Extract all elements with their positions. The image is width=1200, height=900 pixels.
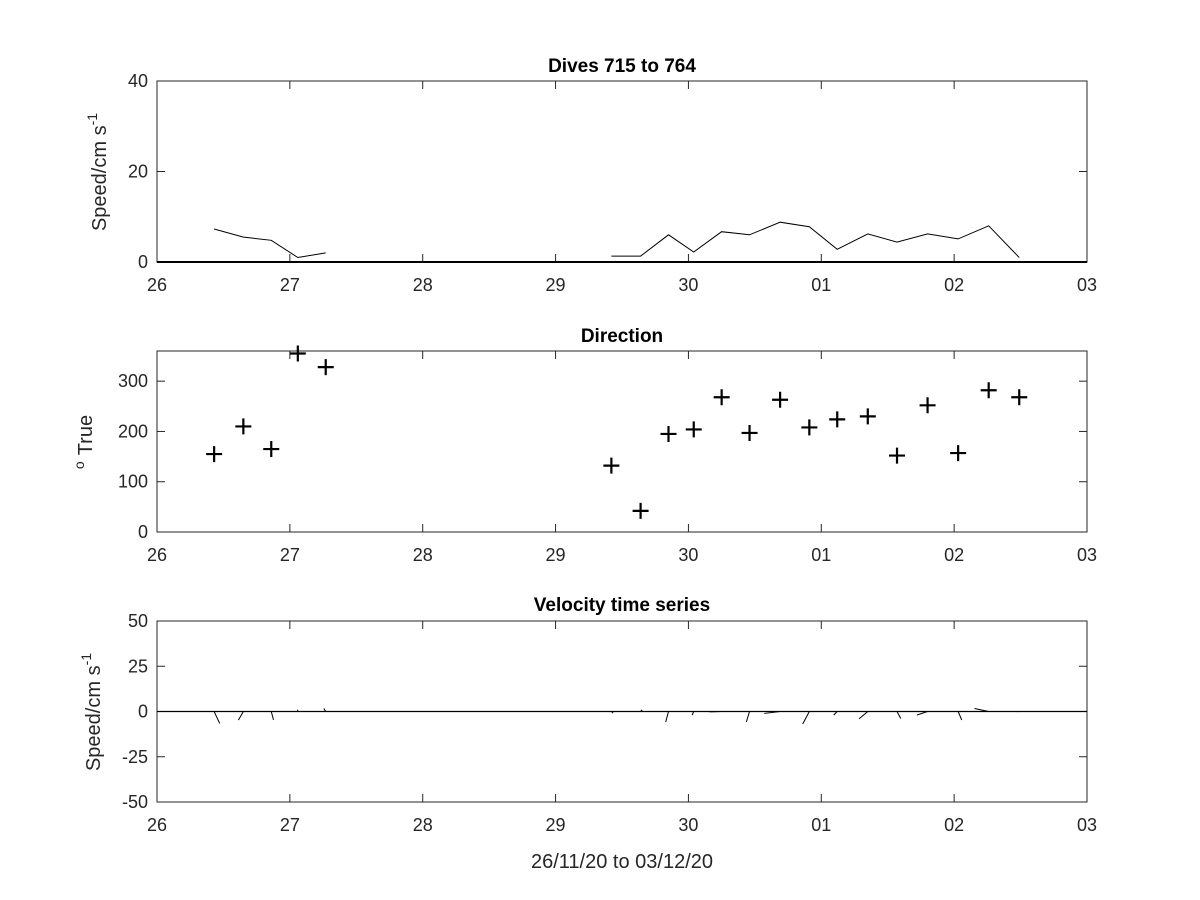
velocity-y-tick-label: -50 — [122, 792, 148, 812]
direction-y-tick-label: 200 — [118, 421, 148, 441]
direction-axes-box — [156, 350, 1088, 533]
direction-x-tick-label: 26 — [147, 545, 167, 565]
velocity-y-axis-label: Speed/cm s-1 — [78, 653, 105, 771]
velocity-x-tick-label: 30 — [678, 815, 698, 835]
speed-y-tick-label: 0 — [138, 252, 148, 272]
velocity-stick — [896, 711, 902, 719]
direction-x-tick-label: 29 — [546, 545, 566, 565]
direction-point — [603, 457, 620, 474]
velocity-stick — [665, 711, 669, 723]
velocity-y-tick-label: 0 — [138, 702, 148, 722]
speed-series-line — [213, 228, 326, 259]
direction-point — [950, 445, 967, 462]
velocity-x-tick-label: 29 — [546, 815, 566, 835]
direction-x-tick-label: 03 — [1077, 545, 1097, 565]
speed-axes-box — [156, 80, 1088, 263]
speed-panel: Dives 715 to 764 26 27 28 29 30 01 02 03 0 20 40 S… — [84, 56, 1097, 295]
speed-x-tick-label: 29 — [546, 275, 566, 295]
direction-point — [919, 397, 936, 414]
velocity-stick — [957, 711, 963, 721]
direction-point — [263, 441, 280, 458]
velocity-stick — [237, 711, 244, 721]
speed-x-tick-label: 27 — [280, 275, 300, 295]
direction-point — [632, 502, 649, 519]
velocity-stick — [691, 711, 695, 716]
velocity-y-tick-label: -25 — [122, 747, 148, 767]
direction-point — [317, 359, 334, 376]
direction-point — [741, 424, 758, 441]
direction-point — [289, 345, 306, 362]
direction-x-tick-label: 30 — [678, 545, 698, 565]
direction-point — [801, 419, 818, 436]
speed-x-tick-label: 26 — [147, 275, 167, 295]
velocity-stick — [858, 711, 869, 720]
direction-point — [235, 418, 252, 435]
direction-y-axis-label: oTrue — [71, 415, 97, 469]
direction-point — [1011, 389, 1028, 406]
velocity-y-tick-label: 25 — [128, 656, 148, 676]
direction-point — [685, 421, 702, 438]
speed-x-tick-label: 01 — [811, 275, 831, 295]
x-axis-label: 26/11/20 to 03/12/20 — [531, 851, 713, 873]
speed-y-tick-label: 20 — [128, 162, 148, 182]
direction-point — [889, 447, 906, 464]
speed-x-tick-label: 02 — [944, 275, 964, 295]
velocity-stick — [974, 708, 989, 712]
direction-panel: Direction 26 27 28 29 30 01 02 03 0 100 200 300 oTr… — [71, 326, 1097, 565]
velocity-x-tick-label: 27 — [280, 815, 300, 835]
velocity-stick — [916, 711, 928, 716]
speed-x-tick-label: 28 — [413, 275, 433, 295]
direction-x-tick-label: 01 — [811, 545, 831, 565]
direction-y-tick-label: 0 — [138, 522, 148, 542]
velocity-x-tick-label: 01 — [811, 815, 831, 835]
direction-x-tick-label: 28 — [413, 545, 433, 565]
direction-y-tick-label: 300 — [118, 371, 148, 391]
velocity-x-tick-label: 28 — [413, 815, 433, 835]
velocity-stick — [764, 711, 781, 714]
direction-point — [772, 391, 789, 408]
velocity-stick — [611, 711, 614, 714]
velocity-panel: Velocity time series 26 27 28 29 30 01 02 03 -50… — [78, 595, 1097, 835]
direction-point — [859, 408, 876, 425]
direction-point — [713, 389, 730, 406]
direction-point — [829, 411, 846, 428]
direction-x-tick-label: 27 — [280, 545, 300, 565]
speed-x-tick-label: 30 — [678, 275, 698, 295]
velocity-stick — [323, 708, 327, 712]
velocity-x-tick-label: 03 — [1077, 815, 1097, 835]
velocity-stick — [745, 711, 751, 723]
direction-y-tick-label: 100 — [118, 472, 148, 492]
speed-y-tick-label: 40 — [128, 71, 148, 91]
speed-y-axis-label: Speed/cm s-1 — [84, 113, 111, 231]
direction-panel-title: Direction — [581, 326, 663, 347]
direction-point — [206, 446, 223, 463]
velocity-stick — [213, 711, 221, 724]
velocity-stick — [270, 711, 274, 721]
direction-point — [980, 382, 997, 399]
velocity-x-tick-label: 02 — [944, 815, 964, 835]
direction-x-tick-label: 02 — [944, 545, 964, 565]
velocity-stick — [833, 711, 838, 716]
velocity-stick — [640, 709, 643, 712]
velocity-stick — [802, 711, 810, 725]
speed-series-line — [611, 221, 1020, 258]
speed-panel-title: Dives 715 to 764 — [548, 56, 696, 77]
velocity-panel-title: Velocity time series — [534, 595, 710, 616]
speed-x-tick-label: 03 — [1077, 275, 1097, 295]
velocity-y-tick-label: 50 — [128, 611, 148, 631]
velocity-x-tick-label: 26 — [147, 815, 167, 835]
direction-point — [660, 425, 677, 442]
